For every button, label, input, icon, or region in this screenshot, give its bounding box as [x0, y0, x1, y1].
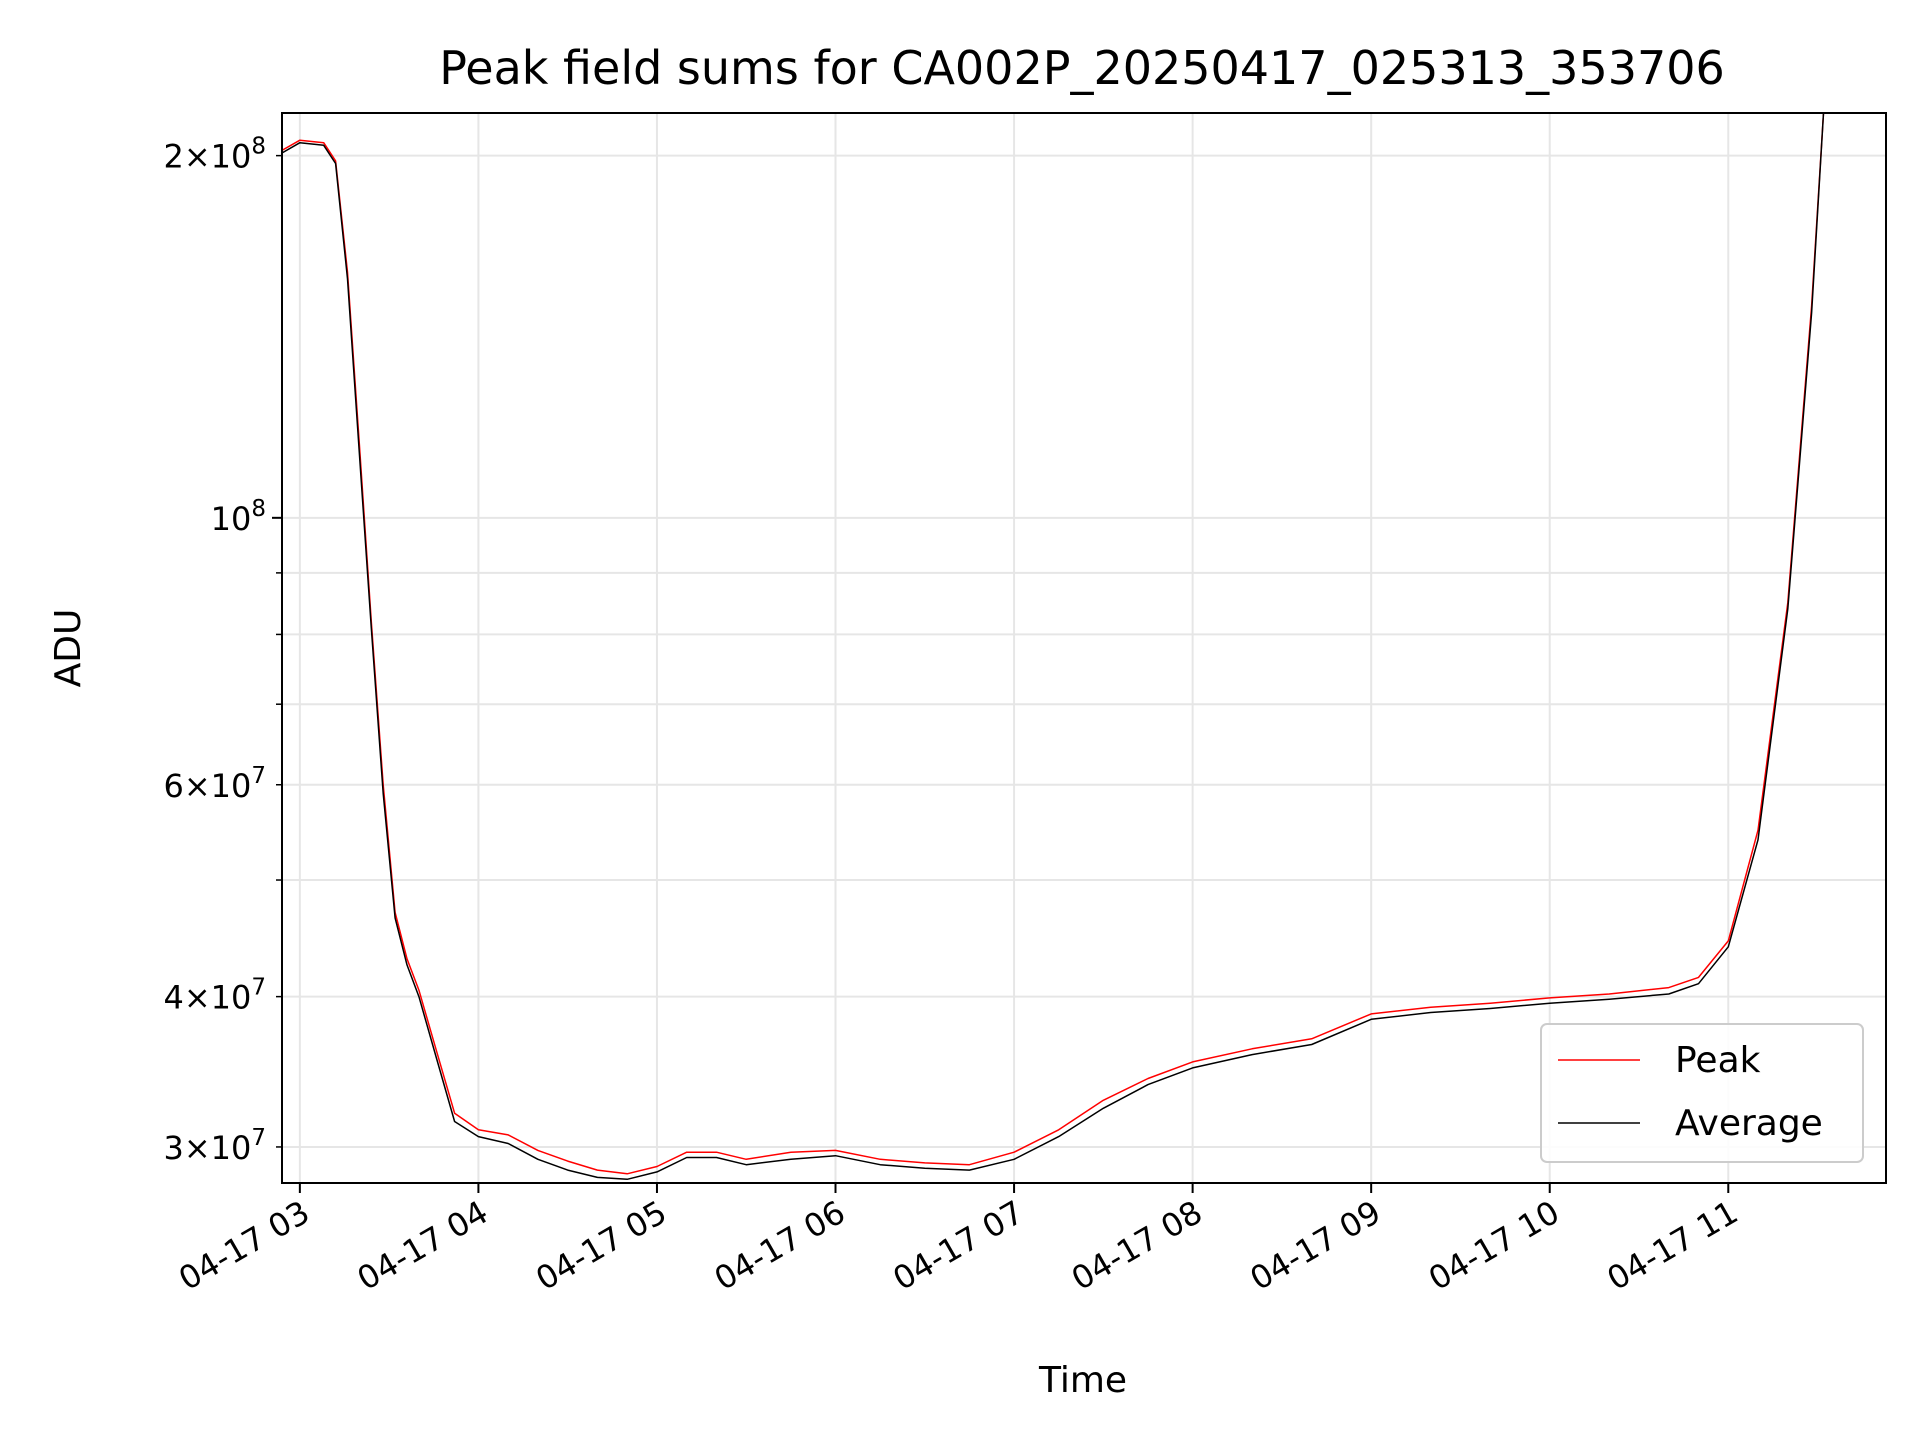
y-tick-label: 2×108: [163, 134, 266, 176]
y-axis: 108 3×107 4×107 6×107 2×108: [163, 134, 282, 1167]
series-line-average: [282, 113, 1825, 1181]
y-tick-label: 4×107: [163, 975, 266, 1017]
legend-peak-label: Peak: [1675, 1040, 1761, 1081]
legend-average-label: Average: [1675, 1103, 1823, 1144]
legend-box: [1540, 1023, 1864, 1163]
y-axis-label: ADU: [48, 609, 89, 688]
series-lines: [282, 113, 1825, 1181]
legend: Peak Average: [1540, 1023, 1864, 1163]
y-tick-label: 3×107: [163, 1125, 266, 1167]
x-axis-label: Time: [1038, 1360, 1127, 1401]
chart-title: Peak field sums for CA002P_20250417_0253…: [439, 41, 1725, 95]
y-tick-label: 108: [211, 496, 266, 538]
y-tick-label: 6×107: [163, 763, 266, 805]
plot-frame: [281, 112, 1887, 1184]
